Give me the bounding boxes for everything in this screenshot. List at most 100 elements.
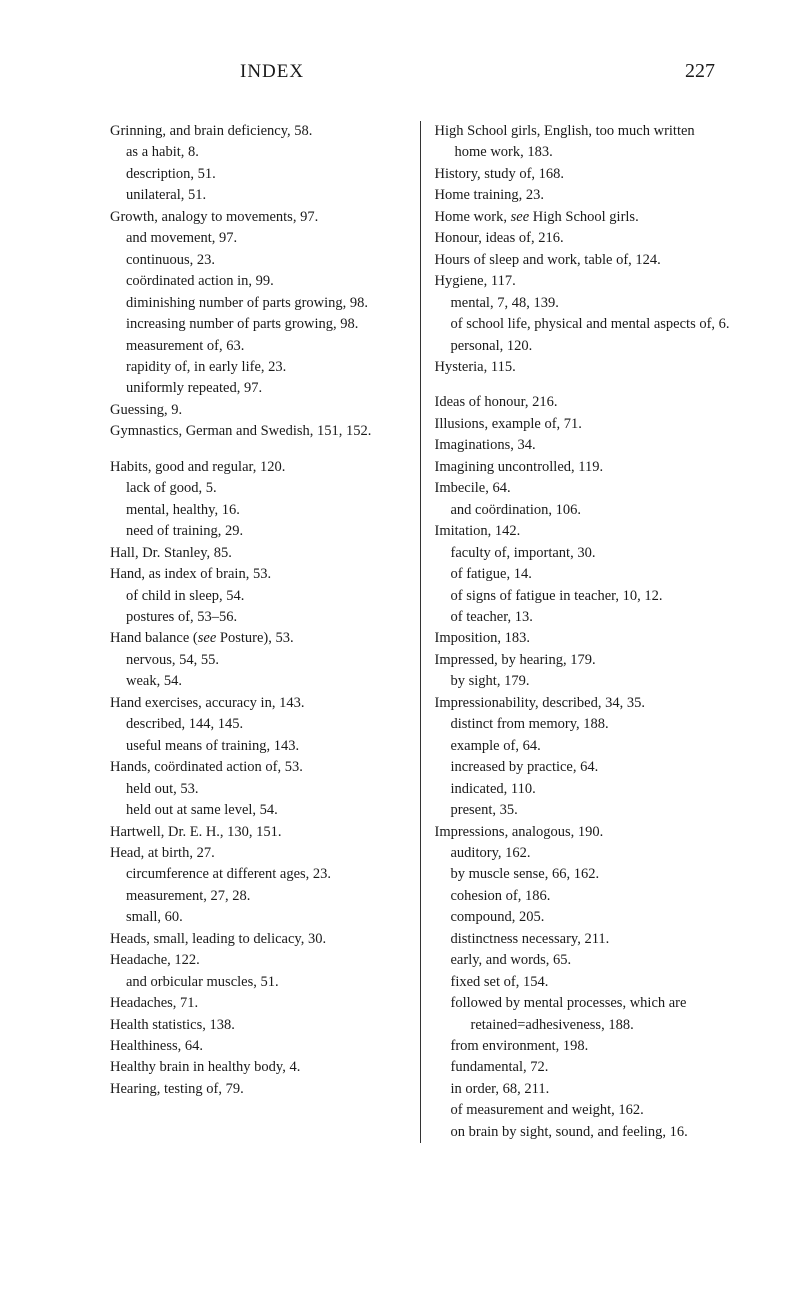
index-sub: nervous, 54, 55. [110, 650, 406, 671]
index-sub: useful means of training, 143. [110, 736, 406, 757]
index-entry: Ideas of honour, 216. [435, 392, 731, 413]
index-entry: Hartwell, Dr. E. H., 130, 151. [110, 822, 406, 843]
index-sub: unilateral, 51. [110, 185, 406, 206]
index-entry: Head, at birth, 27. [110, 843, 406, 864]
index-entry: Headaches, 71. [110, 993, 406, 1014]
index-entry: Home training, 23. [435, 185, 731, 206]
index-entry: Imbecile, 64. [435, 478, 731, 499]
index-entry: Hands, coördinated action of, 53. [110, 757, 406, 778]
index-sub: measurement, 27, 28. [110, 886, 406, 907]
index-sub: compound, 205. [435, 907, 731, 928]
index-entry: Imposition, 183. [435, 628, 731, 649]
index-entry: Hours of sleep and work, table of, 124. [435, 250, 731, 271]
index-sub: coördinated action in, 99. [110, 271, 406, 292]
index-sub: diminishing number of parts growing, 98. [110, 293, 406, 314]
index-sub: held out, 53. [110, 779, 406, 800]
index-sub: held out at same level, 54. [110, 800, 406, 821]
index-page: INDEX 227 Grinning, and brain deficiency… [0, 0, 800, 1183]
index-entry: Hand, as index of brain, 53. [110, 564, 406, 585]
index-sub: of teacher, 13. [435, 607, 731, 628]
page-number: 227 [685, 60, 715, 83]
index-sub: by muscle sense, 66, 162. [435, 864, 731, 885]
index-sub: in order, 68, 211. [435, 1079, 731, 1100]
index-sub: personal, 120. [435, 336, 731, 357]
section-gap [110, 443, 406, 457]
index-sub: faculty of, important, 30. [435, 543, 731, 564]
page-header: INDEX 227 [110, 60, 730, 83]
italic-word: see [511, 209, 530, 225]
index-sub: lack of good, 5. [110, 478, 406, 499]
index-entry: Hearing, testing of, 79. [110, 1079, 406, 1100]
index-sub: of measurement and weight, 162. [435, 1100, 731, 1121]
index-sub: description, 51. [110, 164, 406, 185]
index-sub: postures of, 53–56. [110, 607, 406, 628]
index-sub: and orbicular muscles, 51. [110, 972, 406, 993]
section-gap [435, 378, 731, 392]
index-entry: High School girls, English, too much wri… [435, 121, 731, 164]
index-sub: mental, healthy, 16. [110, 500, 406, 521]
index-entry: Heads, small, leading to delicacy, 30. [110, 929, 406, 950]
index-entry: Impressed, by hearing, 179. [435, 650, 731, 671]
index-entry: Habits, good and regular, 120. [110, 457, 406, 478]
index-entry: History, study of, 168. [435, 164, 731, 185]
index-entry: Imaginations, 34. [435, 435, 731, 456]
index-entry: Gymnastics, German and Swedish, 151, 152… [110, 421, 406, 442]
index-sub: early, and words, 65. [435, 950, 731, 971]
index-entry: Honour, ideas of, 216. [435, 228, 731, 249]
index-sub: indicated, 110. [435, 779, 731, 800]
index-sub: cohesion of, 186. [435, 886, 731, 907]
italic-word: see [198, 630, 217, 646]
index-sub: distinctness necessary, 211. [435, 929, 731, 950]
index-sub: measurement of, 63. [110, 336, 406, 357]
index-entry: Hall, Dr. Stanley, 85. [110, 543, 406, 564]
index-sub: increasing number of parts growing, 98. [110, 314, 406, 335]
index-entry: Health statistics, 138. [110, 1015, 406, 1036]
index-sub: continuous, 23. [110, 250, 406, 271]
index-entry: Illusions, example of, 71. [435, 414, 731, 435]
index-entry: Hysteria, 115. [435, 357, 731, 378]
index-sub: of school life, physical and mental aspe… [435, 314, 731, 335]
index-sub: fundamental, 72. [435, 1057, 731, 1078]
index-entry: Headache, 122. [110, 950, 406, 971]
index-entry: Healthy brain in healthy body, 4. [110, 1057, 406, 1078]
index-sub: as a habit, 8. [110, 142, 406, 163]
index-entry: Impressions, analogous, 190. [435, 822, 731, 843]
index-sub: uniformly repeated, 97. [110, 378, 406, 399]
index-entry: Hand balance (see Posture), 53. [110, 628, 406, 649]
index-column-left: Grinning, and brain deficiency, 58.as a … [110, 121, 421, 1143]
index-entry: Hand exercises, accuracy in, 143. [110, 693, 406, 714]
index-sub: increased by practice, 64. [435, 757, 731, 778]
index-sub: rapidity of, in early life, 23. [110, 357, 406, 378]
index-entry: Home work, see High School girls. [435, 207, 731, 228]
page-title: INDEX [240, 61, 304, 83]
index-sub: and movement, 97. [110, 228, 406, 249]
index-column-right: High School girls, English, too much wri… [421, 121, 731, 1143]
index-entry: Imagining uncontrolled, 119. [435, 457, 731, 478]
index-sub: followed by mental processes, which are … [435, 993, 731, 1036]
index-sub: on brain by sight, sound, and feeling, 1… [435, 1122, 731, 1143]
index-sub: small, 60. [110, 907, 406, 928]
index-sub: of child in sleep, 54. [110, 586, 406, 607]
index-sub: circumference at different ages, 23. [110, 864, 406, 885]
index-sub: and coördination, 106. [435, 500, 731, 521]
index-entry: Imitation, 142. [435, 521, 731, 542]
index-sub: described, 144, 145. [110, 714, 406, 735]
index-sub: distinct from memory, 188. [435, 714, 731, 735]
index-entry: Impressionability, described, 34, 35. [435, 693, 731, 714]
index-sub: by sight, 179. [435, 671, 731, 692]
index-entry: Guessing, 9. [110, 400, 406, 421]
index-sub: from environment, 198. [435, 1036, 731, 1057]
index-sub: of signs of fatigue in teacher, 10, 12. [435, 586, 731, 607]
index-sub: weak, 54. [110, 671, 406, 692]
index-sub: fixed set of, 154. [435, 972, 731, 993]
index-columns: Grinning, and brain deficiency, 58.as a … [110, 121, 730, 1143]
index-sub: mental, 7, 48, 139. [435, 293, 731, 314]
index-sub: auditory, 162. [435, 843, 731, 864]
index-entry: Hygiene, 117. [435, 271, 731, 292]
index-sub: example of, 64. [435, 736, 731, 757]
index-sub: need of training, 29. [110, 521, 406, 542]
index-sub: of fatigue, 14. [435, 564, 731, 585]
index-entry: Grinning, and brain deficiency, 58. [110, 121, 406, 142]
index-entry: Healthiness, 64. [110, 1036, 406, 1057]
index-entry: Growth, analogy to movements, 97. [110, 207, 406, 228]
